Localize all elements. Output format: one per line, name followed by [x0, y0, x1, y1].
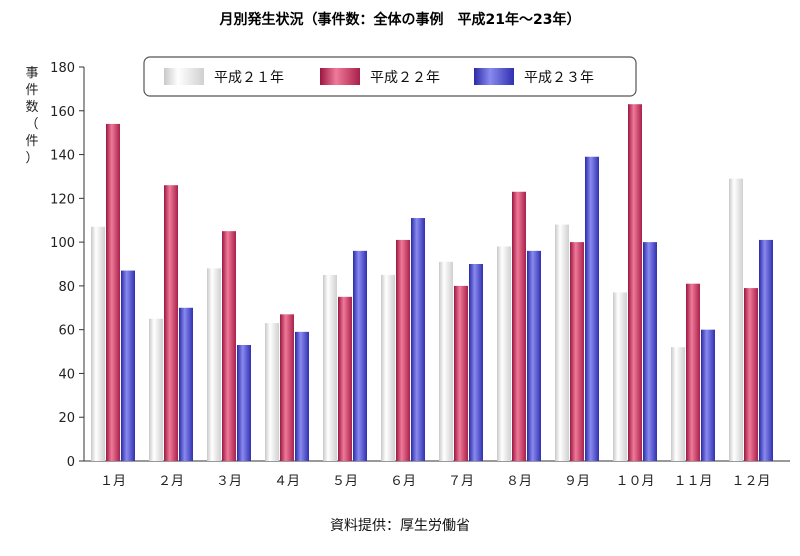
- series-2009-bar: [729, 178, 743, 461]
- y-axis-label-char: 数: [25, 100, 38, 115]
- chart-title: 月別発生状況（事件数：全体の事例 平成21年～23年）: [219, 11, 581, 28]
- series-2011-bar: [179, 307, 193, 461]
- series-2011-bar: [295, 331, 309, 461]
- series-2011-bar: [527, 250, 541, 461]
- series-2010-bar: [222, 231, 236, 461]
- series-2009-bar: [265, 323, 279, 461]
- series-2009-bar: [439, 261, 453, 461]
- series-2009-bar: [207, 268, 221, 461]
- legend-label: 平成２１年: [214, 70, 284, 86]
- x-tick-label: ４月: [274, 474, 300, 489]
- y-tick-label: 0: [67, 455, 75, 470]
- y-tick-label: 180: [50, 61, 75, 76]
- y-tick-label: 100: [50, 236, 75, 251]
- series-2011-bar: [643, 242, 657, 461]
- legend-swatch: [164, 68, 204, 85]
- bars: [91, 104, 773, 462]
- series-2010-bar: [396, 239, 410, 461]
- x-axis-labels: １月 ２月 ３月 ４月 ５月 ６月 ７月 ８月 ９月 １０月 １１月 １２月: [100, 474, 771, 489]
- y-tick-label: 20: [58, 411, 75, 426]
- x-tick-label: ２月: [158, 474, 184, 489]
- y-tick-label: 140: [50, 149, 75, 164]
- series-2009-bar: [671, 347, 685, 461]
- series-2009-bar: [323, 274, 337, 461]
- series-2010-bar: [338, 296, 352, 461]
- x-tick-label: ３月: [216, 474, 242, 489]
- x-tick-label: ７月: [448, 474, 474, 489]
- x-tick-label: ５月: [332, 474, 358, 489]
- series-2010-bar: [164, 185, 178, 461]
- series-2011-bar: [585, 156, 599, 461]
- x-tick-label: １月: [100, 474, 126, 489]
- source-note: 資料提供：厚生労働省: [330, 518, 470, 534]
- series-2010-bar: [570, 242, 584, 461]
- series-2011-bar: [353, 250, 367, 461]
- y-axis-label: 事件数（件）: [25, 66, 38, 166]
- x-tick-label: １２月: [731, 474, 770, 489]
- series-2011-bar: [469, 264, 483, 461]
- series-2010-bar: [512, 191, 526, 461]
- legend-swatch: [474, 68, 514, 85]
- y-axis-label-char: 件: [25, 83, 38, 98]
- series-2009-bar: [497, 246, 511, 461]
- series-2010-bar: [454, 285, 468, 461]
- x-tick-label: １１月: [673, 474, 712, 489]
- y-axis-label-char: ）: [25, 151, 38, 166]
- x-tick-label: １０月: [615, 474, 654, 489]
- series-2011-bar: [237, 344, 251, 461]
- series-2011-bar: [121, 270, 135, 461]
- series-2009-bar: [381, 274, 395, 461]
- series-2011-bar: [701, 329, 715, 461]
- y-tick-label: 80: [58, 280, 75, 295]
- y-axis-label-char: 事: [25, 66, 38, 81]
- legend-label: 平成２３年: [524, 70, 594, 86]
- y-tick-label: 40: [58, 367, 75, 382]
- x-tick-label: ９月: [564, 474, 590, 489]
- series-2010-bar: [628, 104, 642, 461]
- y-axis-label-char: （: [25, 117, 38, 132]
- y-tick-label: 160: [50, 105, 75, 120]
- series-2009-bar: [555, 224, 569, 461]
- series-2009-bar: [613, 292, 627, 461]
- series-2010-bar: [280, 314, 294, 461]
- legend: 平成２１年 平成２２年 平成２３年: [143, 56, 637, 97]
- series-2010-bar: [686, 283, 700, 461]
- series-2011-bar: [759, 239, 773, 461]
- y-tick-label: 120: [50, 192, 75, 207]
- series-2010-bar: [106, 123, 120, 462]
- x-tick-label: ６月: [390, 474, 416, 489]
- x-tick-label: ８月: [506, 474, 532, 489]
- series-2010-bar: [744, 288, 758, 461]
- series-2009-bar: [91, 226, 105, 461]
- legend-box: [143, 56, 637, 97]
- legend-label: 平成２２年: [370, 70, 440, 86]
- series-2009-bar: [149, 318, 163, 461]
- y-axis-label-char: 件: [25, 134, 38, 149]
- y-tick-label: 60: [58, 324, 75, 339]
- legend-swatch: [320, 68, 360, 85]
- series-2011-bar: [411, 218, 425, 461]
- y-axis-ticks: 0 20 40 60 80 100 120 140 160 180: [50, 61, 84, 470]
